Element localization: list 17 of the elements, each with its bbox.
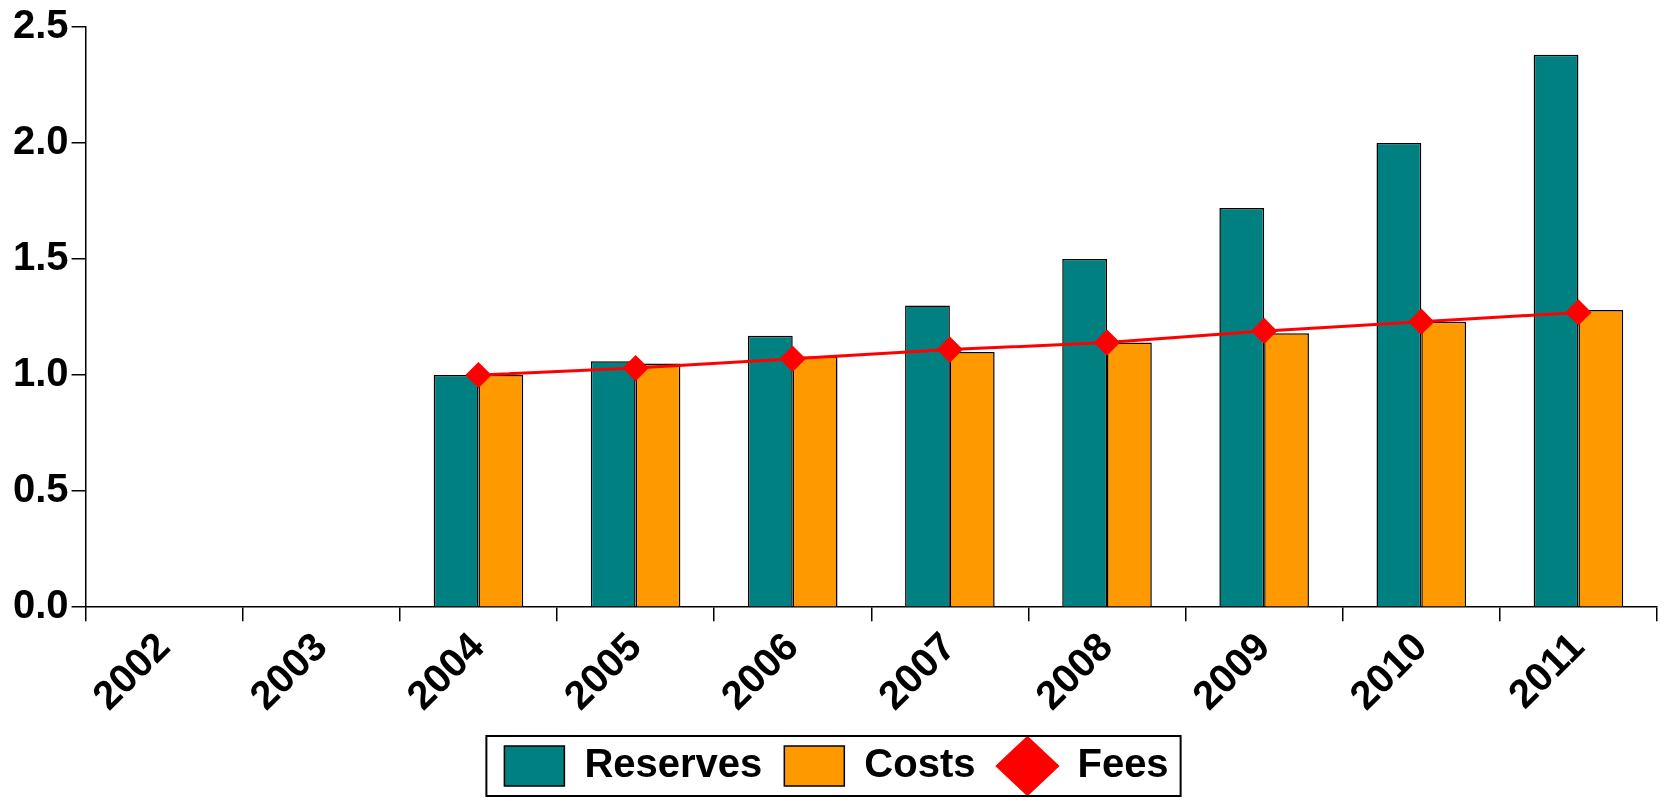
point (780, 346, 806, 372)
y-tick-label: 2.5 (13, 2, 69, 47)
legend-label: Fees (1077, 741, 1169, 786)
point (1251, 318, 1277, 344)
point (937, 337, 963, 363)
y-tick-label: 2.0 (13, 118, 69, 163)
point (623, 355, 649, 381)
y-tick-label: 0.0 (13, 582, 69, 627)
point (465, 362, 491, 388)
legend-label: Costs (864, 741, 976, 786)
point (1094, 330, 1120, 356)
point (1408, 309, 1434, 335)
y-tick-label: 0.5 (13, 466, 69, 511)
point (1565, 299, 1591, 325)
legend-label: Reserves (584, 741, 763, 786)
y-tick-label: 1.5 (13, 234, 69, 279)
y-tick-label: 1.0 (13, 350, 69, 395)
